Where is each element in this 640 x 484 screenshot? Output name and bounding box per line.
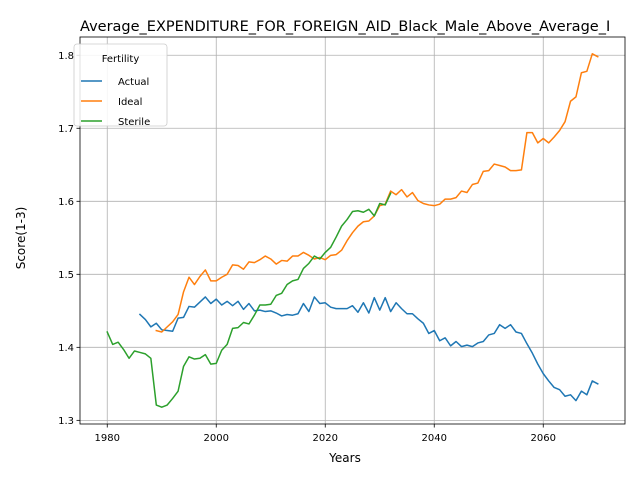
series-line-sterile [106, 192, 392, 408]
x-tick-label: 2060 [531, 433, 556, 444]
axes-layer: 1980 2000 2020 2040 2060 1.3 1.4 1.5 1.6 1.7 1.8 [58, 36, 626, 444]
grid-layer [80, 37, 625, 424]
x-tick-label: 2000 [204, 433, 229, 444]
y-tick-label: 1.5 [58, 270, 74, 281]
legend-title: Fertility [102, 54, 140, 65]
legend-label-actual: Actual [118, 77, 149, 88]
legend-box [73, 43, 168, 127]
y-tick-label: 1.6 [58, 197, 74, 208]
y-tick-label: 1.8 [58, 51, 74, 62]
y-tick-label: 1.4 [58, 343, 74, 354]
x-tick-label: 1980 [95, 433, 120, 444]
x-tick-label: 2020 [313, 433, 338, 444]
series-line-actual [138, 296, 599, 402]
y-tick-label: 1.3 [58, 416, 74, 427]
x-axis-label: Years [328, 451, 361, 465]
legend: Fertility Actual Ideal Sterile [73, 43, 168, 128]
series-layer [106, 53, 599, 408]
axes-frame [79, 36, 626, 425]
y-tick-label: 1.7 [58, 124, 74, 135]
chart-title: Average_EXPENDITURE_FOR_FOREIGN_AID_Blac… [80, 19, 610, 35]
legend-label-ideal: Ideal [118, 97, 142, 108]
legend-label-sterile: Sterile [118, 117, 150, 128]
x-tick-label: 2040 [422, 433, 447, 444]
y-axis-label: Score(1-3) [14, 207, 28, 270]
